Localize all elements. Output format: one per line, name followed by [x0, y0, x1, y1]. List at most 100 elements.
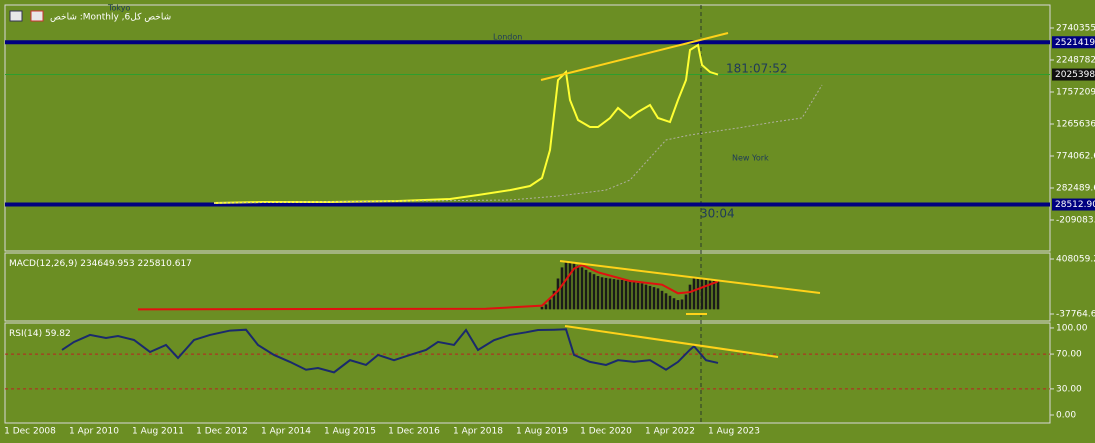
histogram-bar	[628, 281, 632, 310]
histogram-bar	[648, 285, 652, 310]
price-label-box	[1052, 198, 1095, 211]
histogram-bar	[608, 278, 612, 310]
y-tick-label: 1265636.	[1056, 120, 1095, 130]
histogram-bar	[652, 287, 656, 310]
x-tick-label: 1 Apr 2014	[261, 427, 311, 437]
indicator-text: 234649.953	[80, 259, 134, 269]
chart-icon[interactable]	[30, 10, 44, 22]
trend-line	[564, 325, 779, 358]
indicator-label: RSI(14) 59.82	[9, 329, 71, 339]
histogram-bar	[668, 295, 672, 310]
histogram-bar	[576, 265, 580, 310]
histogram-bar	[632, 282, 636, 310]
y-tick-label: -37764.62	[1056, 310, 1095, 320]
y-tick-label: 774062.6	[1056, 152, 1095, 162]
series-line	[213, 84, 823, 204]
price-panel	[4, 4, 1051, 252]
histogram-bar	[684, 294, 688, 310]
macd-panel	[4, 252, 1051, 322]
series-line	[137, 263, 719, 311]
histogram-bar	[660, 290, 664, 310]
y-tick-label: 0.00	[1056, 410, 1076, 420]
y-tick-label: -209083.4	[1056, 215, 1095, 225]
histogram-bar	[596, 276, 600, 310]
indicator-label: MACD(12,26,9) 234649.953 225810.617	[9, 259, 192, 269]
histogram-bar	[640, 283, 644, 310]
histogram-bar	[600, 277, 604, 310]
y-tick-label: 1757209.	[1056, 88, 1095, 98]
price-label-box	[1052, 36, 1095, 49]
annotation: Tokyo	[107, 4, 131, 13]
trend-line	[540, 32, 729, 81]
histogram-bar	[708, 279, 712, 310]
x-tick-label: 1 Apr 2010	[69, 427, 119, 437]
x-tick-label: 1 Apr 2018	[453, 427, 503, 437]
price-label-box	[1052, 68, 1095, 81]
histogram-bar	[636, 282, 640, 310]
rsi-panel	[4, 322, 1051, 424]
histogram-bar	[680, 299, 684, 310]
histogram-bar	[672, 298, 676, 310]
annotation: New York	[732, 154, 769, 163]
price-label: 28512.90	[1055, 200, 1095, 210]
histogram-bar	[588, 272, 592, 310]
price-label: 2521419.	[1055, 38, 1095, 48]
series-line	[213, 43, 719, 205]
y-tick-label: 2248782.	[1056, 56, 1095, 66]
histogram-bar	[688, 284, 692, 310]
histogram-bar	[716, 280, 720, 310]
annotation: 30:04	[700, 207, 735, 221]
histogram-bar	[540, 306, 544, 310]
histogram-bar	[560, 267, 564, 310]
histogram-bar	[620, 279, 624, 310]
histogram-bar	[548, 299, 552, 310]
y-tick-label: 2740355.	[1056, 24, 1095, 34]
indicator-text: RSI(14)	[9, 329, 42, 339]
x-tick-label: 1 Aug 2019	[516, 427, 568, 437]
histogram-bar	[676, 300, 680, 310]
histogram-bar	[544, 304, 548, 310]
histogram-bar	[552, 290, 556, 310]
trend-lines	[540, 32, 821, 358]
histogram-bar	[664, 293, 668, 310]
histogram-bar	[572, 263, 576, 310]
indicator-text: 225810.617	[138, 259, 192, 269]
histogram-bar	[644, 284, 648, 310]
histogram-bar	[704, 279, 708, 310]
histogram-bar	[592, 274, 596, 310]
indicator-text: 59.82	[45, 329, 71, 339]
annotation: 181:07:52	[726, 62, 788, 76]
histogram-bar	[656, 288, 660, 310]
y-tick-label: 282489.6	[1056, 184, 1095, 194]
histogram-bar	[700, 278, 704, 310]
x-tick-label: 1 Dec 2008	[4, 427, 56, 437]
histogram-bar	[584, 269, 588, 310]
x-tick-label: 1 Aug 2015	[324, 427, 376, 437]
x-tick-label: 1 Dec 2016	[388, 427, 440, 437]
histogram-bar	[624, 280, 628, 310]
annotation: London	[493, 33, 522, 42]
menu-icon[interactable]	[9, 10, 23, 22]
x-tick-label: 1 Aug 2011	[132, 427, 184, 437]
histogram-bar	[616, 279, 620, 310]
x-tick-label: 1 Dec 2012	[196, 427, 248, 437]
y-tick-label: 408059.2	[1056, 255, 1095, 265]
x-tick-label: 1 Apr 2022	[645, 427, 695, 437]
chart-title: شاخص کل6, Monthly: شاخص	[50, 13, 171, 23]
histogram-bar	[580, 267, 584, 310]
y-tick-label: 70.00	[1056, 350, 1082, 360]
y-tick-label: 30.00	[1056, 384, 1082, 394]
histogram-bar	[696, 277, 700, 310]
histogram-bar	[556, 278, 560, 310]
series-line	[61, 328, 719, 374]
histogram-bar	[712, 280, 716, 310]
histogram-bar	[604, 277, 608, 310]
x-tick-label: 1 Dec 2020	[580, 427, 632, 437]
indicator-text: MACD(12,26,9)	[9, 259, 77, 269]
histogram-bar	[568, 262, 572, 310]
histogram-bar	[612, 279, 616, 310]
trend-line	[559, 260, 821, 294]
y-tick-label: 100.00	[1056, 323, 1088, 333]
